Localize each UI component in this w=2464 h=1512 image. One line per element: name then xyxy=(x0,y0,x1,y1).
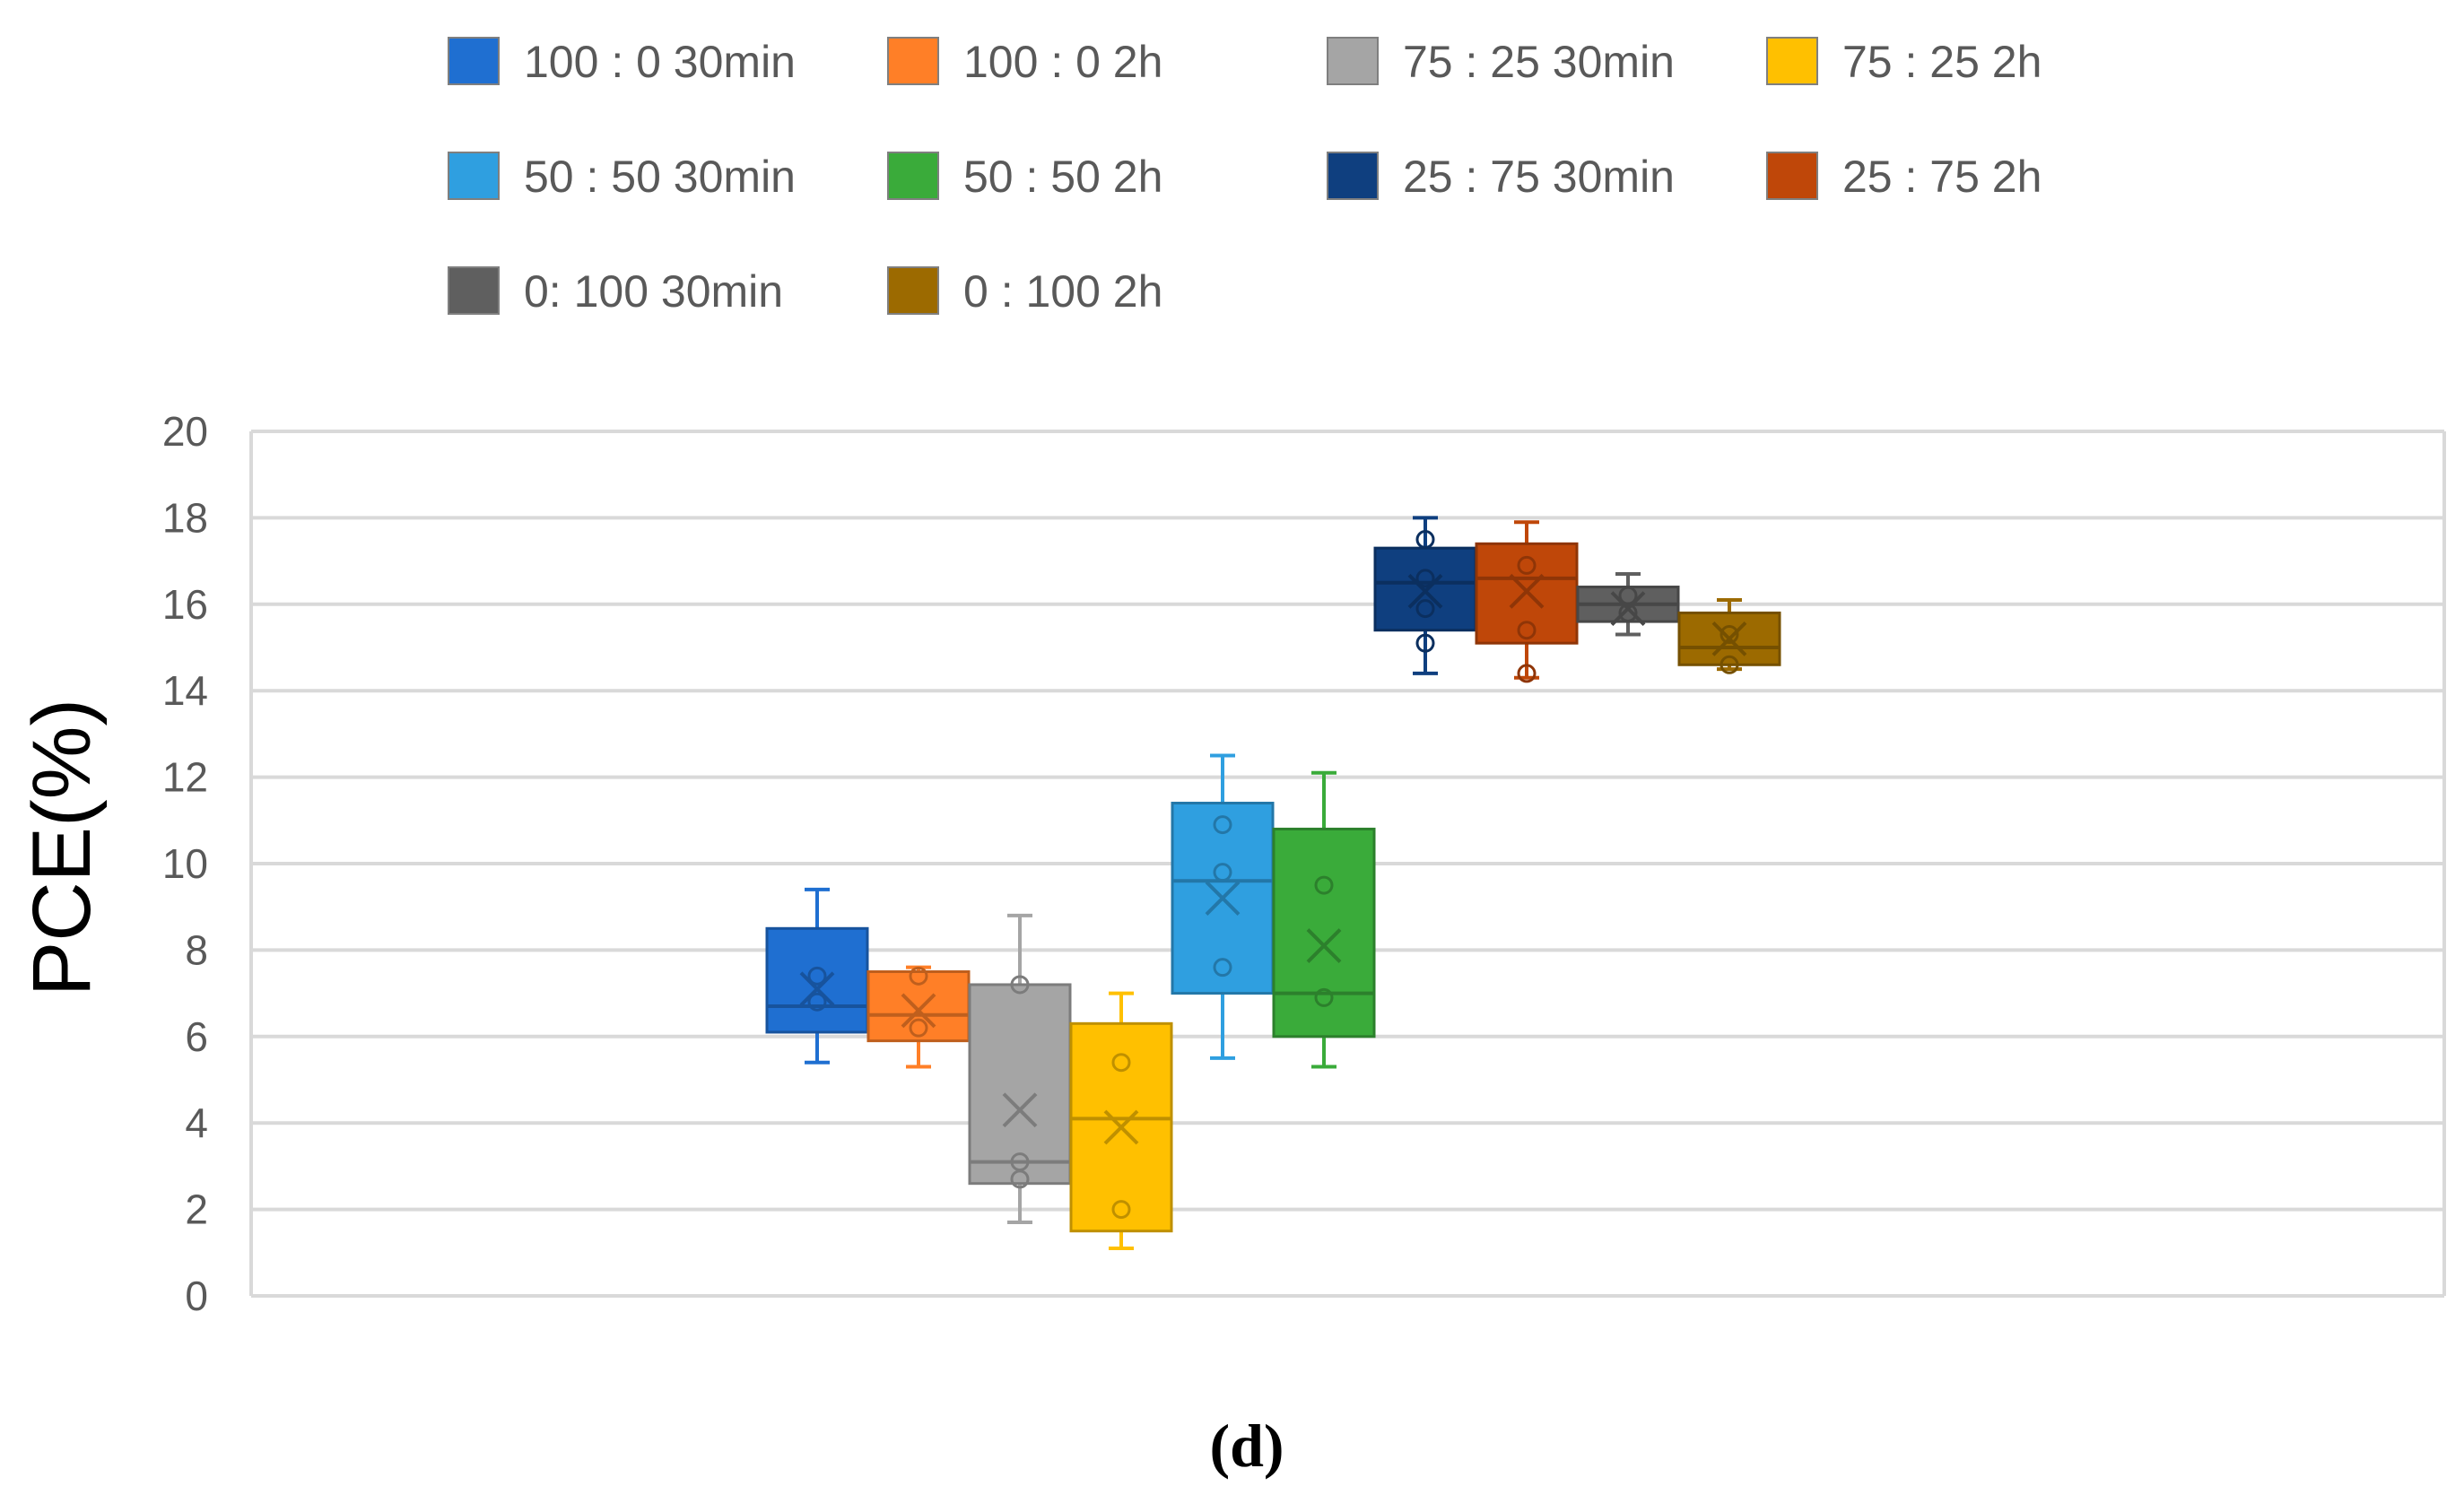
legend-label: 0: 100 30min xyxy=(524,266,783,317)
y-tick-label-16: 16 xyxy=(162,581,208,628)
legend-swatch xyxy=(1766,37,1818,85)
data-point xyxy=(1415,530,1435,549)
box-25-75-30min xyxy=(1373,516,1477,675)
legend-swatch xyxy=(1327,37,1379,85)
box-0-100-30min xyxy=(1576,572,1680,637)
box-75-25-2h xyxy=(1069,991,1173,1250)
mean-marker xyxy=(1711,621,1747,656)
data-point xyxy=(1314,987,1334,1007)
box-0-100-2h xyxy=(1677,597,1781,674)
data-point xyxy=(807,992,827,1012)
legend-item-50-50-30min: 50 : 50 30min xyxy=(448,152,796,202)
data-point xyxy=(1618,586,1638,605)
data-point xyxy=(1415,569,1435,588)
y-tick-label-20: 20 xyxy=(162,408,208,455)
box-body xyxy=(765,926,869,1034)
legend-swatch xyxy=(887,152,939,200)
legend-swatch xyxy=(1766,152,1818,200)
legend-label: 50 : 50 30min xyxy=(524,152,796,202)
legend: 100 : 0 30min 100 : 0 2h 75 : 25 30min 75 :… xyxy=(448,37,2042,317)
data-point xyxy=(1213,863,1232,882)
legend-label: 75 : 25 2h xyxy=(1842,37,2042,87)
mean-marker xyxy=(1306,928,1342,963)
data-point xyxy=(807,966,827,986)
y-tick-label-2: 2 xyxy=(185,1186,208,1233)
data-point xyxy=(1517,621,1537,640)
legend-swatch xyxy=(448,37,500,85)
figure-caption: (d) xyxy=(1209,1412,1284,1480)
box-25-75-2h xyxy=(1475,520,1579,683)
data-point xyxy=(909,966,928,986)
legend-swatch xyxy=(887,37,939,85)
mean-marker xyxy=(1205,881,1241,916)
box-body xyxy=(968,983,1072,1186)
data-point xyxy=(1213,958,1232,978)
legend-item-25-75-30min: 25 : 75 30min xyxy=(1327,152,1675,202)
mean-marker xyxy=(1103,1109,1139,1145)
legend-item-0-100-2h: 0 : 100 2h xyxy=(887,266,1162,317)
legend-swatch xyxy=(448,152,500,200)
mean-marker xyxy=(799,971,835,1007)
y-axis-ticks: 0 2 4 6 8 10 12 14 16 18 20 xyxy=(162,408,208,1319)
legend-item-100-0-30min: 100 : 0 30min xyxy=(448,37,796,87)
box-body xyxy=(1272,827,1376,1038)
legend-label: 0 : 100 2h xyxy=(963,266,1162,317)
y-tick-label-12: 12 xyxy=(162,754,208,801)
data-point xyxy=(1010,975,1030,995)
y-axis-title: PCE(%) xyxy=(16,699,108,996)
legend-item-50-50-2h: 50 : 50 2h xyxy=(887,152,1162,202)
legend-item-25-75-2h: 25 : 75 2h xyxy=(1766,152,2042,202)
data-point xyxy=(1415,633,1435,653)
mean-marker xyxy=(1407,573,1443,609)
data-point xyxy=(1111,1200,1131,1220)
legend-swatch xyxy=(448,266,500,315)
y-tick-label-6: 6 xyxy=(185,1013,208,1060)
box-50-50-2h xyxy=(1272,770,1376,1069)
box-50-50-30min xyxy=(1171,753,1275,1060)
legend-label: 50 : 50 2h xyxy=(963,152,1162,202)
legend-label: 100 : 0 30min xyxy=(524,37,796,87)
data-point xyxy=(1720,655,1739,674)
mean-marker xyxy=(1002,1092,1038,1128)
data-point xyxy=(1415,599,1435,619)
box-100-0-30min xyxy=(765,887,869,1064)
data-point xyxy=(1720,625,1739,645)
legend-label: 75 : 25 30min xyxy=(1403,37,1675,87)
legend-item-100-0-2h: 100 : 0 2h xyxy=(887,37,1162,87)
y-tick-label-8: 8 xyxy=(185,926,208,973)
legend-swatch xyxy=(1327,152,1379,200)
data-point xyxy=(1517,555,1537,575)
y-tick-label-0: 0 xyxy=(185,1273,208,1319)
mean-marker xyxy=(1509,573,1545,609)
data-point xyxy=(909,1018,928,1038)
data-point xyxy=(1111,1053,1131,1073)
legend-item-75-25-30min: 75 : 25 30min xyxy=(1327,37,1675,87)
data-point xyxy=(1213,815,1232,835)
data-point xyxy=(1314,875,1334,895)
legend-item-0-100-30min: 0: 100 30min xyxy=(448,266,783,317)
legend-item-75-25-2h: 75 : 25 2h xyxy=(1766,37,2042,87)
y-tick-label-18: 18 xyxy=(162,494,208,541)
legend-label: 100 : 0 2h xyxy=(963,37,1162,87)
data-point xyxy=(1010,1152,1030,1172)
data-point xyxy=(1517,664,1537,683)
box-100-0-2h xyxy=(866,965,971,1069)
box-75-25-30min xyxy=(968,913,1072,1225)
legend-label: 25 : 75 30min xyxy=(1403,152,1675,202)
legend-swatch xyxy=(887,266,939,315)
y-tick-label-4: 4 xyxy=(185,1099,208,1146)
y-tick-label-14: 14 xyxy=(162,667,208,714)
mean-marker xyxy=(901,993,936,1029)
box-body xyxy=(866,970,971,1043)
legend-label: 25 : 75 2h xyxy=(1842,152,2042,202)
y-tick-label-10: 10 xyxy=(162,840,208,887)
mean-marker xyxy=(1610,591,1646,627)
box-series xyxy=(765,516,1781,1250)
